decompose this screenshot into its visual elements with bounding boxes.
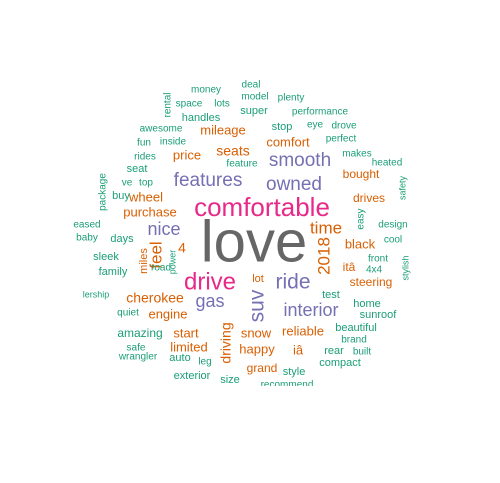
word-limited: limited (170, 339, 208, 354)
word-recommend: recommend (261, 380, 314, 391)
word-baby: baby (76, 233, 98, 244)
word-home: home (353, 298, 381, 310)
word-front: front (368, 254, 388, 265)
word-ride: ride (275, 271, 310, 294)
word-seat: seat (127, 163, 148, 175)
word-lot: lot (252, 273, 264, 285)
word-bought: bought (343, 167, 380, 181)
word-mileage: mileage (200, 122, 246, 137)
word-plenty: plenty (278, 93, 305, 104)
word-feel: feel (146, 241, 165, 268)
word-suv: suv (246, 289, 269, 322)
word-easy: easy (356, 208, 367, 229)
word-family: family (99, 266, 128, 278)
word-drives: drives (353, 191, 385, 205)
word-road: road (151, 263, 171, 274)
word-start: start (173, 325, 199, 340)
word-eased: eased (73, 220, 100, 231)
word-love: love (201, 209, 307, 274)
word-beautiful: beautiful (335, 322, 377, 334)
word-steering: steering (350, 275, 393, 289)
word-sleek: sleek (93, 251, 119, 263)
word-makes: makes (342, 149, 371, 160)
word-y2018: 2018 (314, 237, 333, 275)
word-ia: iâ (293, 342, 304, 357)
word-price: price (173, 147, 201, 162)
word-features: features (174, 170, 243, 191)
word-grand: grand (247, 361, 278, 375)
word-rental: rental (163, 92, 174, 117)
word-top: top (139, 178, 153, 189)
word-space: space (176, 99, 203, 110)
word-lots: lots (214, 99, 230, 110)
word-design: design (378, 220, 407, 231)
word-cool: cool (384, 235, 402, 246)
word-eye: eye (307, 120, 324, 131)
word-black: black (345, 236, 376, 251)
word-happy: happy (239, 341, 275, 356)
word-dealership: lership (83, 289, 110, 299)
word-time: time (310, 218, 342, 237)
word-leg: leg (198, 357, 211, 368)
word-safe: safe (127, 343, 146, 354)
word-handles: handles (182, 112, 221, 124)
word-size: size (220, 374, 240, 386)
word-auto: auto (169, 352, 190, 364)
word-safety: safety (397, 175, 407, 200)
word-sunroof: sunroof (360, 309, 398, 321)
word-fourxfour: 4x4 (366, 265, 383, 276)
word-built: built (353, 347, 372, 358)
word-snow: snow (241, 325, 272, 340)
word-quiet: quiet (117, 308, 139, 319)
word-smooth: smooth (269, 150, 331, 171)
word-stylish: stylish (400, 255, 410, 280)
word-wheel: wheel (128, 189, 163, 204)
word-four: 4 (178, 240, 186, 256)
word-buy: buy (112, 190, 130, 202)
word-awesome: awesome (140, 124, 183, 135)
word-cherokee: cherokee (126, 290, 184, 306)
word-driving: driving (218, 322, 234, 363)
word-brand: brand (341, 335, 367, 346)
word-ve: ve (122, 178, 133, 189)
word-wrangler: wrangler (118, 352, 158, 363)
word-fun: fun (137, 138, 151, 149)
word-deal: deal (242, 80, 261, 91)
word-super: super (240, 105, 268, 117)
word-days: days (110, 233, 134, 245)
word-reliable: reliable (282, 323, 324, 338)
word-package: package (98, 173, 109, 211)
word-ita: itâ (343, 260, 356, 274)
word-test: test (322, 289, 340, 301)
word-nice: nice (147, 219, 180, 239)
word-interior: interior (283, 300, 338, 320)
word-seats: seats (216, 143, 249, 159)
word-comfortable: comfortable (194, 192, 330, 222)
word-drive: drive (184, 268, 236, 295)
word-comfort: comfort (266, 134, 310, 149)
word-money: money (191, 85, 221, 96)
word-owned: owned (266, 174, 322, 195)
word-drove: drove (331, 121, 356, 132)
word-feature: feature (226, 159, 258, 170)
word-stop: stop (272, 121, 293, 133)
word-heated: heated (372, 158, 403, 169)
word-perfect: perfect (326, 134, 357, 145)
word-exterior: exterior (174, 370, 211, 382)
word-purchase: purchase (123, 204, 176, 219)
word-rides: rides (134, 152, 156, 163)
word-rear: rear (324, 345, 344, 357)
word-style: style (283, 366, 306, 378)
word-amazing: amazing (117, 326, 162, 340)
word-compact: compact (319, 357, 361, 369)
word-performance: performance (292, 107, 349, 118)
word-inside: inside (160, 137, 187, 148)
word-engine: engine (148, 306, 187, 321)
word-miles: miles (138, 248, 150, 274)
word-model: model (241, 92, 268, 103)
word-power: power (167, 250, 177, 275)
word-gas: gas (195, 291, 224, 311)
